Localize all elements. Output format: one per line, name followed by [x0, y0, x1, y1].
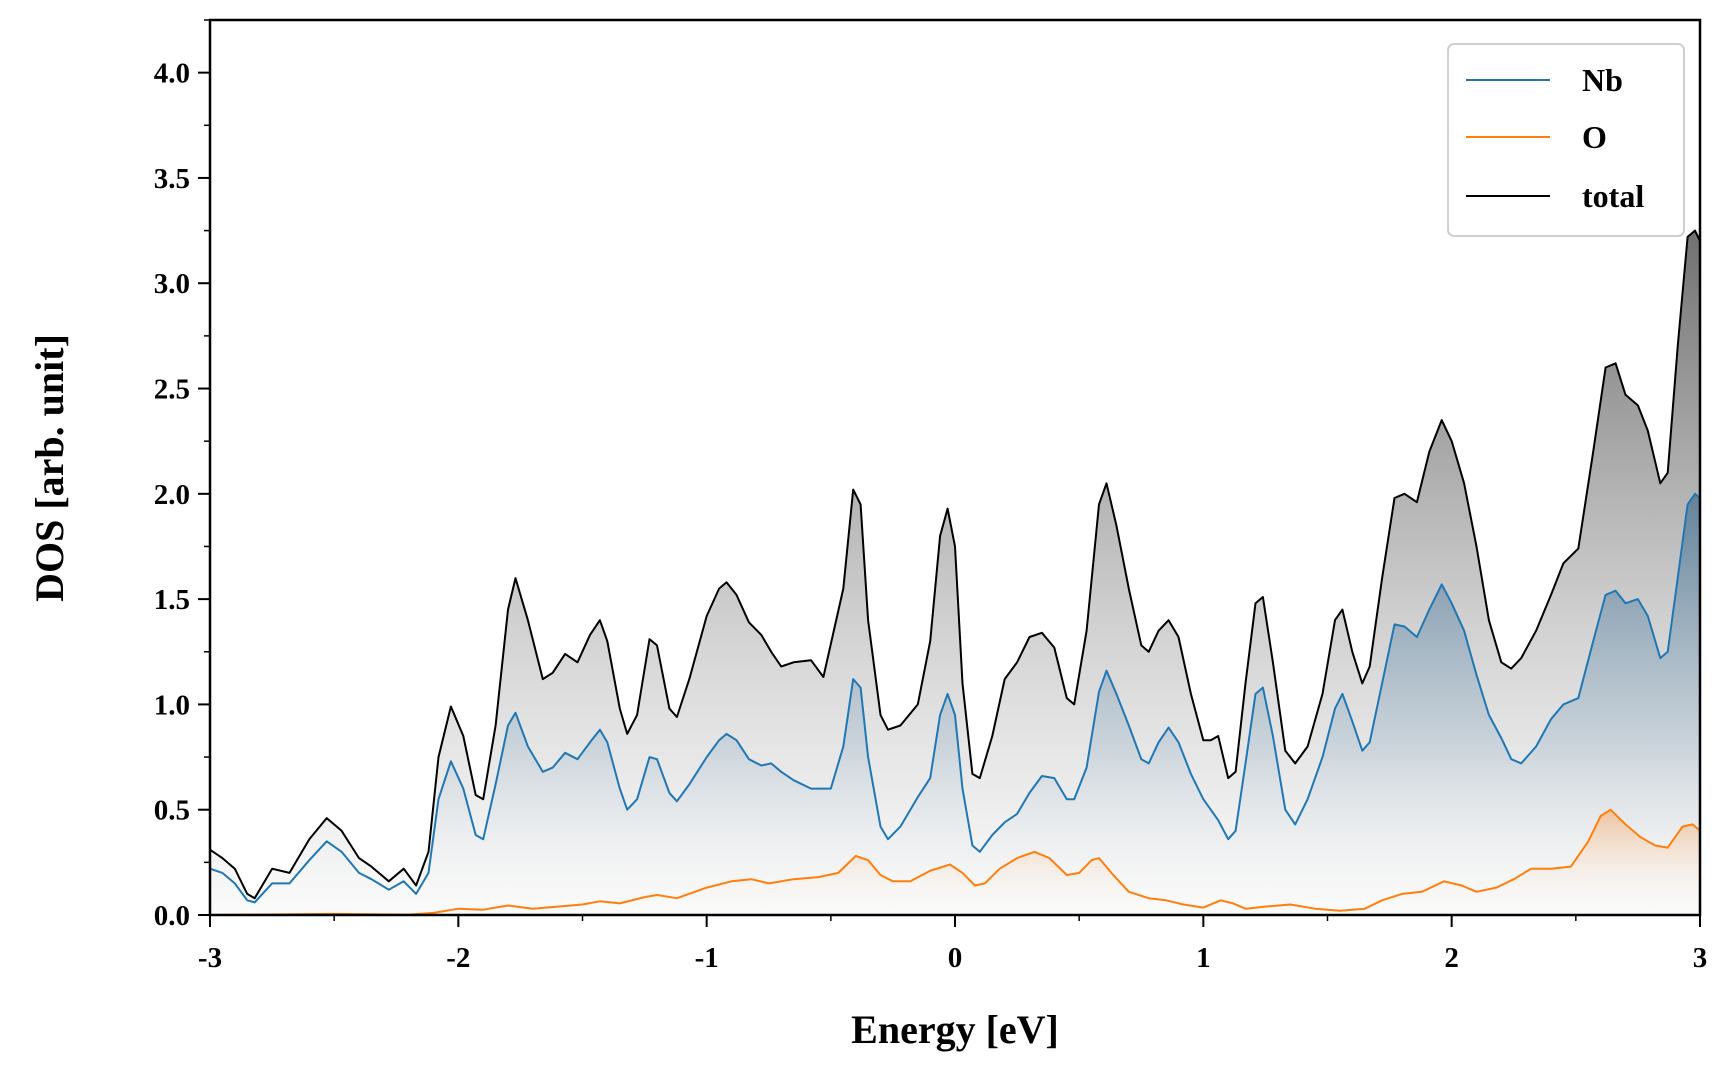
y-tick-label: 2.0	[154, 479, 190, 511]
legend-label-nb: Nb	[1582, 62, 1623, 98]
y-tick-label: 3.5	[154, 163, 190, 195]
series-line-nb	[210, 492, 1700, 904]
x-tick-label: 1	[1196, 942, 1211, 974]
y-tick-label: 2.5	[154, 374, 190, 406]
x-tick-label: 0	[948, 942, 963, 974]
x-tick-label: -3	[198, 942, 222, 974]
legend-label-o: O	[1582, 119, 1607, 155]
x-tick-label: 3	[1693, 942, 1708, 974]
y-axis: 0.0 0.5 1.0 1.5 2.0 2.5 3.0 3.5 4.0	[154, 19, 210, 932]
series-line-total	[210, 229, 1700, 900]
y-tick-label: 0.5	[154, 795, 190, 827]
y-tick-label: 1.0	[154, 689, 190, 721]
y-axis-label: DOS [arb. unit]	[27, 334, 72, 602]
area-fills	[210, 230, 1700, 915]
area-fill-o	[210, 809, 1700, 915]
y-tick-label: 0.0	[154, 900, 190, 932]
area-fill-nb	[210, 493, 1700, 915]
x-tick-label: 2	[1444, 942, 1459, 974]
y-tick-label: 1.5	[154, 584, 190, 616]
y-tick-label: 4.0	[154, 58, 190, 90]
legend-box	[1447, 43, 1685, 237]
x-tick-label: -1	[695, 942, 719, 974]
series-lines	[210, 229, 1700, 915]
legend: Nb O total	[1447, 43, 1685, 237]
x-axis-label: Energy [eV]	[851, 1007, 1059, 1052]
legend-label-total: total	[1582, 178, 1644, 214]
x-tick-label: -2	[446, 942, 470, 974]
x-axis: -3 -2 -1 0 1 2 3	[198, 915, 1707, 974]
y-tick-label: 3.0	[154, 268, 190, 300]
series-line-o	[210, 808, 1700, 915]
